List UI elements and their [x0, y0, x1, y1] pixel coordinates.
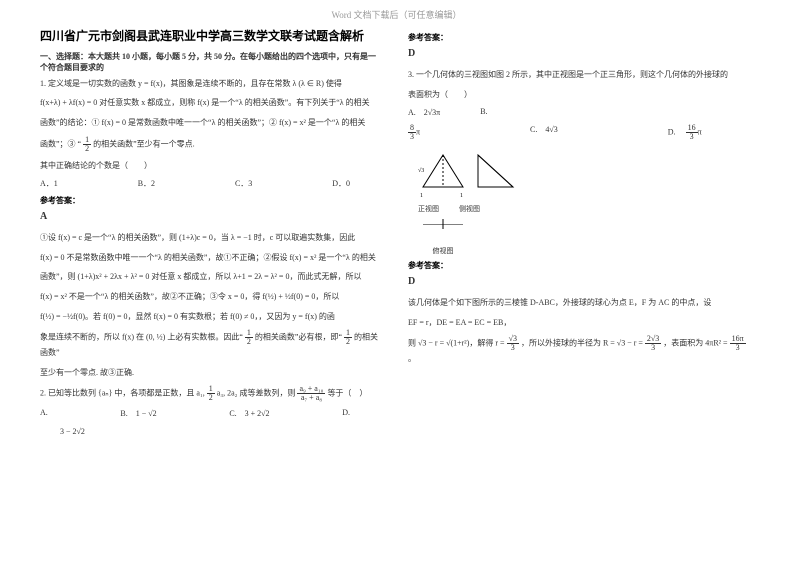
q1-line1: 1. 定义域是一切实数的函数 y = f(x)，其图象是连续不断的，且存在常数 …	[40, 77, 380, 91]
answer-label-1: 参考答案：	[40, 195, 380, 206]
svg-text:1: 1	[420, 193, 423, 199]
q1-answer-letter: A	[40, 208, 380, 225]
right-column: 参考答案： D 3. 一个几何体的三视图如图 2 所示，其中正视图是一个正三角形…	[408, 28, 748, 549]
q1a-l4: f(x) = x² 不是一个“λ 的相关函数”，故②不正确；③令 x = 0，得…	[40, 290, 380, 304]
q1a-l2: f(x) = 0 不是常数函数中唯一一个“λ 的相关函数”，故①不正确；②假设 …	[40, 251, 380, 265]
q1-line4: 函数”；③ “ 12 的相关函数”至少有一个零点.	[40, 136, 380, 153]
q3-stem1: 3. 一个几何体的三视图如图 2 所示，其中正视图是一个正三角形，则这个几何体的…	[408, 68, 748, 82]
q3-opt-b-frac: 83π	[408, 124, 420, 141]
q1a-l5a: f(½) = −½f(0)。若 f(0) = 0，显然 f(x) = 0 有实数…	[40, 312, 258, 321]
q2-opt-a-val: 3 − 2√2	[40, 425, 380, 439]
q3a-l3a: 则 √3 − r = √(1+r²)，解得	[408, 339, 495, 348]
frac-half-icon: 12	[83, 136, 91, 153]
frac-half-icon: 12	[344, 329, 352, 346]
front-side-view-icon: 1 1 √3	[418, 147, 528, 202]
header-watermark: Word 文档下载后（可任意编辑）	[0, 8, 793, 21]
q1a-l6a: 象是连续不断的，所以 f(x) 在	[40, 332, 146, 341]
q3a-l2: EF = r，DE = EA = EC = EB，	[408, 316, 748, 330]
q3-opt-c: C. 4√3	[530, 124, 558, 141]
section-1-heading: 一、选择题：本大题共 10 小题，每小题 5 分，共 50 分。在每小题给出的四…	[40, 51, 380, 73]
q1-l4b: 的相关函数”至少有一个零点.	[93, 139, 195, 148]
q3-options-row2: 83π C. 4√3 D. 163π	[408, 124, 748, 141]
q1-line2: f(x+λ) + λf(x) = 0 对任意实数 x 都成立，则称 f(x) 是…	[40, 96, 380, 110]
page: Word 文档下载后（可任意编辑） 四川省广元市剑阁县武连职业中学高三数学文联考…	[0, 0, 793, 561]
frac-half-icon: 12	[207, 385, 215, 402]
q2-stem: 2. 已知等比数列 {aₙ} 中，各项都是正数，且 a₁, 12 a₃, 2a₂…	[40, 385, 380, 402]
q3a-l1: 该几何体是个如下图所示的三棱锥 D-ABC，外接球的球心为点 E，F 为 AC …	[408, 296, 748, 310]
q1-line3: 函数”的结论：① f(x) = 0 是常数函数中唯一一个“λ 的相关函数”；② …	[40, 116, 380, 130]
q1a-l6c: 的相关函数”必有根，即“	[255, 332, 342, 341]
q3-stem2: 表面积为（ ）	[408, 88, 748, 102]
q3a-l3: 则 √3 − r = √(1+r²)，解得 r = √33 ，所以外接球的半径为…	[408, 335, 748, 366]
q1a-l5b: ，又因为 y = f(x) 的函	[258, 312, 335, 321]
frac-8-3-icon: 83	[408, 124, 416, 141]
side-view-label: 侧视图	[459, 204, 480, 214]
seq-a: a₁,	[196, 389, 206, 398]
q3a-l3c: ，表面积为	[663, 339, 705, 348]
svg-text:1: 1	[460, 193, 463, 199]
q1-opt-b: B．2	[138, 178, 155, 189]
q1a-l6b: 上必有实数根。因此“	[167, 332, 243, 341]
svg-text:√3: √3	[418, 167, 424, 174]
frac-r-icon: √33	[507, 335, 519, 352]
q1-opt-d: D．0	[332, 178, 350, 189]
top-view-icon	[418, 214, 468, 244]
left-column: 四川省广元市剑阁县武连职业中学高三数学文联考试题含解析 一、选择题：本大题共 1…	[40, 28, 380, 549]
frac-ratio-icon: a₉ + a₁₀a₇ + a₈	[297, 385, 325, 402]
q3-opt-b: B.	[480, 107, 487, 118]
q2-sc: 等于（ ）	[327, 389, 367, 398]
q1a-l7: 至少有一个零点. 故③正确.	[40, 366, 380, 380]
doc-title: 四川省广元市剑阁县武连职业中学高三数学文联考试题含解析	[40, 28, 380, 45]
q1a-l5: f(½) = −½f(0)。若 f(0) = 0，显然 f(x) = 0 有实数…	[40, 310, 380, 324]
frac-R-icon: 2√33	[645, 335, 661, 352]
q1-options: A．1 B．2 C．3 D．0	[40, 178, 380, 189]
front-view-label: 正视图	[418, 204, 439, 214]
q2-opt-d: D.	[342, 408, 350, 419]
q2-sb: 成等差数列，则	[239, 389, 297, 398]
q3-answer-letter: D	[408, 273, 748, 290]
answer-label-2: 参考答案：	[408, 32, 748, 43]
q1a-l3: 函数”，则 (1+λ)x² + 2λx + λ² = 0 对任意 x 都成立，所…	[40, 270, 380, 284]
q1-opt-c: C．3	[235, 178, 252, 189]
q1-l4a: 函数”；③ “	[40, 139, 81, 148]
q1a-l1: ①设 f(x) = c 是一个“λ 的相关函数”，则 (1+λ)c = 0，当 …	[40, 231, 380, 245]
q2-opt-b: B. 1 − √2	[120, 408, 156, 419]
q2-sa: 2. 已知等比数列 {aₙ} 中，各项都是正数，且	[40, 389, 196, 398]
seq-b: a₃, 2a₂	[217, 389, 238, 398]
q1a-l6: 象是连续不断的，所以 f(x) 在 (0, ½) 上必有实数根。因此“ 12 的…	[40, 329, 380, 360]
q3-options-row1: A. 2√3π B.	[408, 107, 748, 118]
q1-opt-a: A．1	[40, 178, 58, 189]
top-view-label: 俯视图	[418, 246, 468, 256]
frac-half-icon: 12	[245, 329, 253, 346]
q3-opt-a: A. 2√3π	[408, 107, 440, 118]
q1-line5: 其中正确结论的个数是（ ）	[40, 159, 380, 173]
q2-options: A. B. 1 − √2 C. 3 + 2√2 D.	[40, 408, 380, 419]
q2-opt-c: C. 3 + 2√2	[229, 408, 269, 419]
q3a-l3d: 。	[408, 354, 416, 363]
q2-answer-letter: D	[408, 45, 748, 62]
q3a-l3b: ，所以外接球的半径为	[521, 339, 603, 348]
answer-label-3: 参考答案：	[408, 260, 748, 271]
interval: (0, ½)	[146, 332, 165, 341]
q3-opt-d: D. 163π	[668, 124, 702, 141]
three-view-figure: 1 1 √3 正视图 侧视图 俯视图	[418, 147, 748, 256]
frac-16-3-icon: 163	[686, 124, 698, 141]
q2-opt-a: A.	[40, 408, 48, 419]
frac-S-icon: 16π3	[730, 335, 746, 352]
